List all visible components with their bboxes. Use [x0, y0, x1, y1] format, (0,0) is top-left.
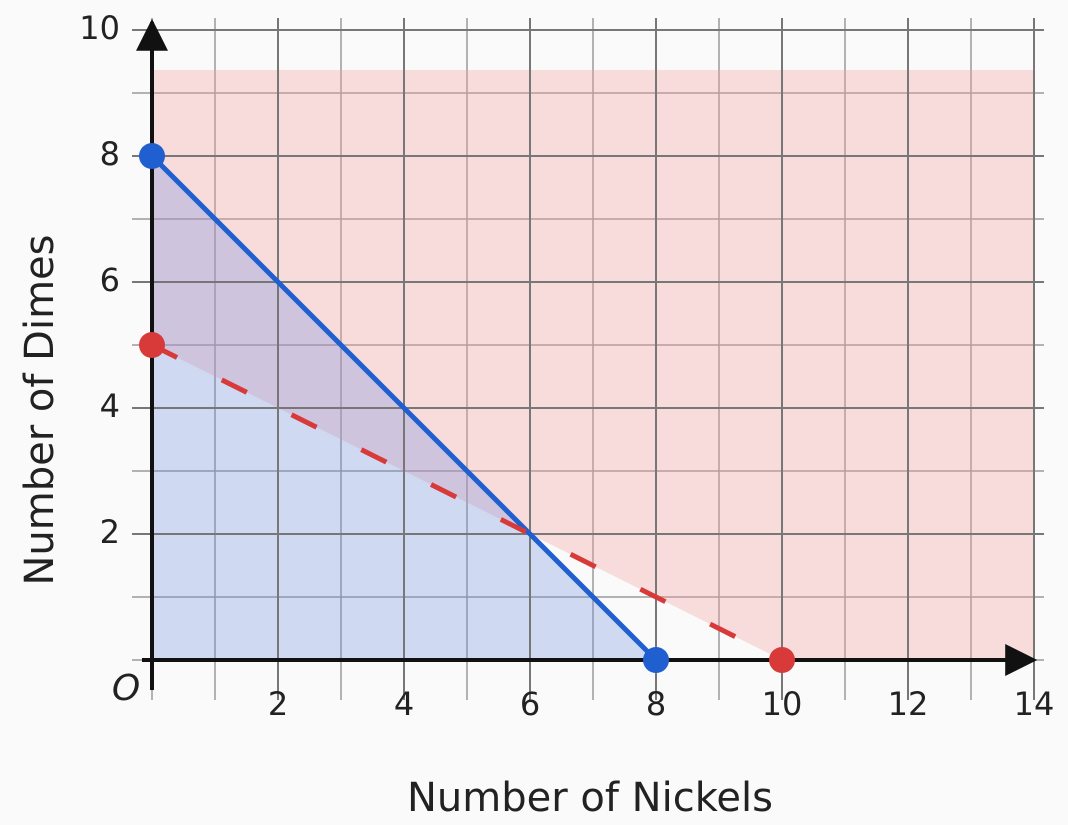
x-tick-label: 2 [268, 685, 288, 723]
x-tick-label: 4 [394, 685, 414, 723]
chart: Number of Nickels Number of Dimes O 2 4 6 8… [0, 0, 1068, 825]
x-tick-label: 10 [762, 685, 803, 723]
y-tick-label: 4 [100, 387, 120, 425]
y-axis-title: Number of Dimes [17, 235, 63, 586]
y-tick-label: 10 [79, 9, 120, 47]
origin-label: O [112, 668, 140, 709]
x-tick-label: 14 [1014, 685, 1055, 723]
x-tick-label: 6 [520, 685, 540, 723]
point [139, 143, 165, 169]
point [643, 647, 669, 673]
point [769, 647, 795, 673]
y-tick-label: 6 [100, 261, 120, 299]
point [139, 332, 165, 358]
y-tick-label: 2 [100, 513, 120, 551]
x-tick-label: 8 [646, 685, 666, 723]
x-tick-label: 12 [888, 685, 929, 723]
x-axis-title: Number of Nickels [407, 775, 773, 821]
y-tick-label: 8 [100, 135, 120, 173]
